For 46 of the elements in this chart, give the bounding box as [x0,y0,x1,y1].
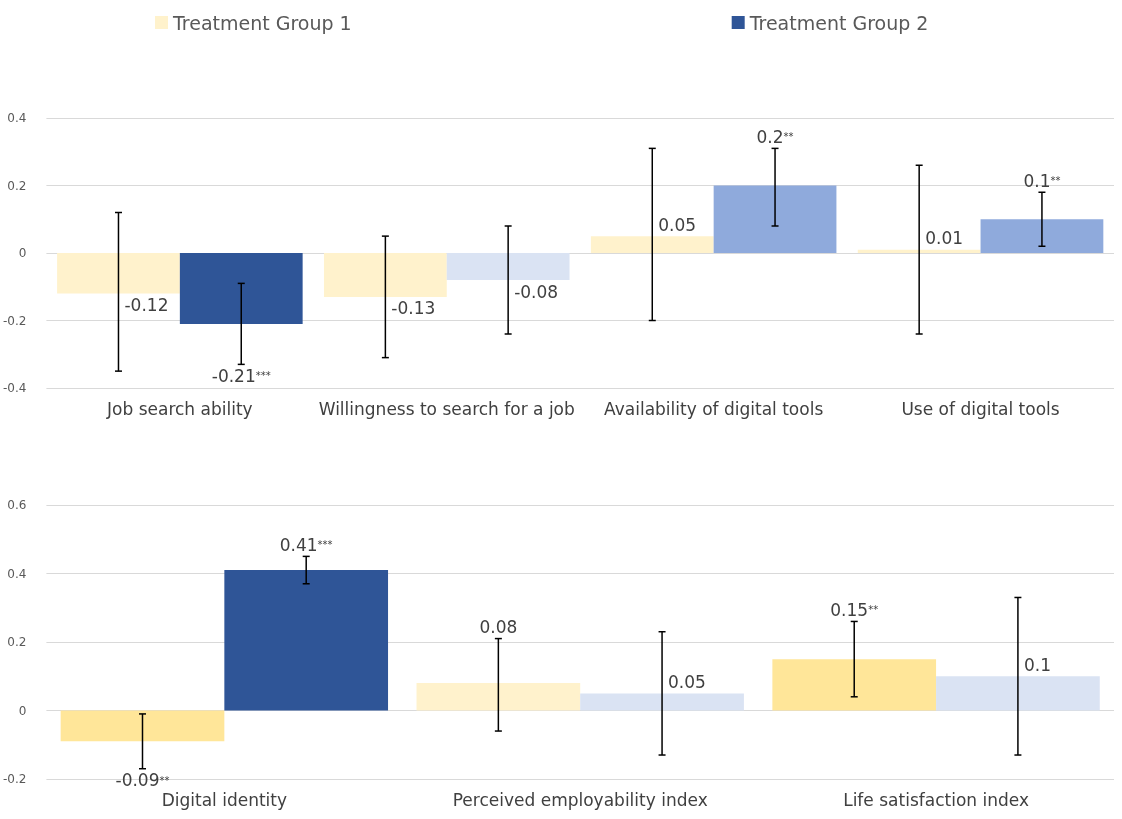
y-tick-label: -0.2 [2,772,27,786]
data-label: 0.1** [1023,170,1061,191]
x-tick-label: Life satisfaction index [843,789,1029,810]
y-tick-label: 0.6 [7,498,27,512]
legend-label: Treatment Group 2 [748,11,929,34]
y-tick-label: 0.2 [7,178,27,193]
bar [980,219,1104,253]
bar [224,570,389,711]
y-tick-label: 0.4 [7,566,27,581]
bar [580,693,744,711]
data-label: -0.21*** [211,365,271,386]
bar [936,676,1100,711]
x-tick-label: Availability of digital tools [604,398,824,419]
bar [590,236,714,253]
bar [60,710,225,742]
x-tick-label: Job search ability [106,398,253,419]
data-label: -0.08 [514,281,559,302]
data-label: 0.41*** [279,534,333,555]
bar [713,185,837,253]
bar [179,253,303,324]
bar [323,253,447,297]
y-tick-label: 0 [18,703,27,718]
data-label: 0.2** [756,126,794,147]
legend-label: Treatment Group 1 [172,11,352,34]
y-tick-label: 0 [18,246,27,260]
data-label: 0.05 [658,214,697,235]
data-label: 0.01 [925,228,964,249]
y-tick-label: -0.2 [2,313,27,328]
x-tick-label: Perceived employability index [452,789,708,810]
y-tick-label: 0.4 [7,111,27,125]
x-tick-label: Use of digital tools [901,398,1060,419]
data-label: -0.13 [391,298,436,319]
bar [772,659,937,711]
data-label: 0.15** [830,599,879,620]
data-label: -0.12 [124,295,169,315]
x-tick-label: Digital identity [161,789,288,810]
data-label: 0.1 [1023,654,1051,675]
y-tick-label: -0.4 [2,381,27,395]
x-tick-label: Willingness to search for a job [318,398,575,419]
data-label: 0.08 [479,617,518,638]
data-label: -0.09** [115,770,170,791]
bar [446,253,570,280]
bar [416,683,581,711]
bar [57,253,180,294]
y-tick-label: 0.2 [7,635,27,649]
data-label: 0.05 [668,671,706,692]
